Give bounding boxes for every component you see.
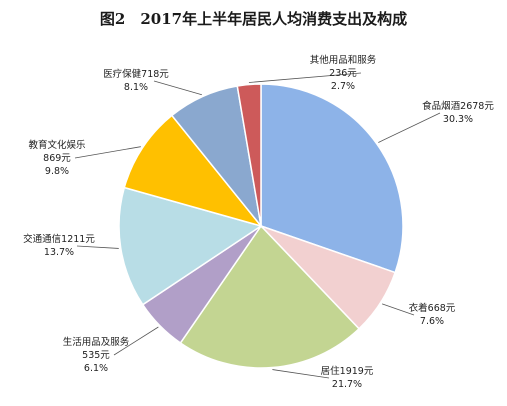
slice-label: 衣着668元 7.6% <box>409 302 456 327</box>
pie-slice <box>118 186 263 306</box>
slice-label: 医疗保健718元 8.1% <box>103 68 169 93</box>
slice-label: 教育文化娱乐 869元 9.8% <box>28 139 86 177</box>
leader-line <box>74 146 141 159</box>
slice-value: 236元 <box>329 68 357 79</box>
slice-name: 其他用品和服务 <box>310 54 377 66</box>
slice-value: 535元 <box>82 350 110 361</box>
leader-line <box>248 72 362 83</box>
leader-line <box>381 303 415 316</box>
slice-percent: 21.7% <box>332 379 362 390</box>
slice-percent: 8.1% <box>124 82 148 93</box>
slice-name: 教育文化娱乐 <box>28 139 86 151</box>
leader-line <box>76 245 119 249</box>
pie-slice <box>236 83 262 227</box>
pie-slice <box>179 224 361 369</box>
slice-name-value: 居住1919元 <box>321 365 374 377</box>
slice-percent: 7.6% <box>420 316 444 327</box>
pie-slice <box>260 83 404 274</box>
slice-label: 交通通信1211元 13.7% <box>23 233 95 258</box>
slice-percent: 6.1% <box>84 363 108 374</box>
slice-label: 食品烟酒2678元 30.3% <box>422 100 494 125</box>
chart-title: 图2 2017年上半年居民人均消费支出及构成 <box>99 10 408 28</box>
slice-name-value: 医疗保健718元 <box>103 68 169 80</box>
slice-name-value: 交通通信1211元 <box>23 233 95 245</box>
pie-slice <box>123 114 264 228</box>
leader-line <box>272 369 330 379</box>
slice-percent: 13.7% <box>44 247 74 258</box>
slice-value: 869元 <box>43 153 71 164</box>
slice-percent: 9.8% <box>45 166 69 177</box>
slice-label: 居住1919元 21.7% <box>321 365 374 390</box>
leader-line <box>113 326 159 356</box>
slice-label: 生活用品及服务 535元 6.1% <box>63 336 130 374</box>
leader-line <box>153 80 202 96</box>
slice-percent: 30.3% <box>443 114 473 125</box>
slice-label: 其他用品和服务 236元 2.7% <box>310 54 377 92</box>
slice-name-value: 食品烟酒2678元 <box>422 100 494 112</box>
slice-name: 生活用品及服务 <box>63 336 130 348</box>
slice-name-value: 衣着668元 <box>409 302 456 314</box>
leader-line <box>378 112 441 143</box>
slice-percent: 2.7% <box>331 81 355 92</box>
